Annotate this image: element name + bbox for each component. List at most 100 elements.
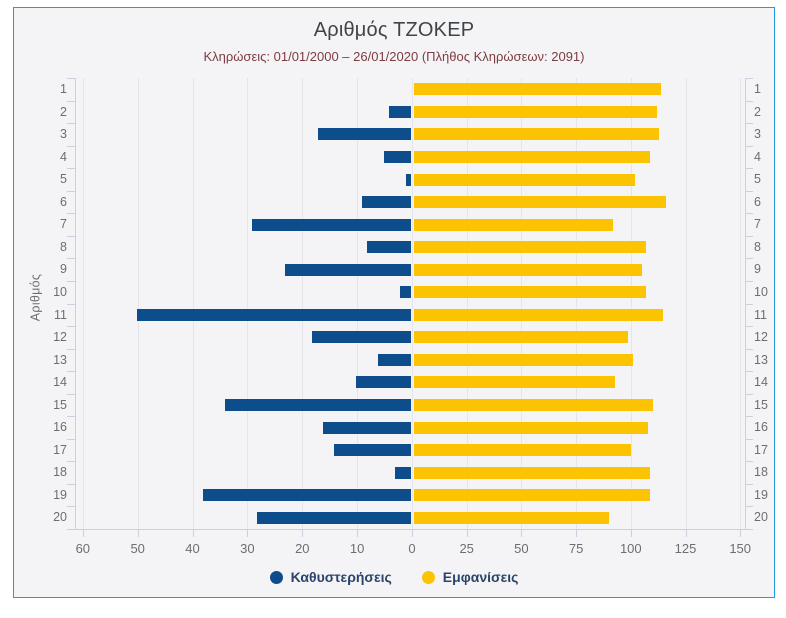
appearance-bar-2[interactable] [414, 105, 657, 118]
y-axis-tick [745, 371, 753, 373]
bottom-axis-line [75, 529, 746, 530]
appearance-bar-9[interactable] [414, 263, 642, 276]
row-label-right: 13 [754, 352, 768, 367]
row-label-right: 3 [754, 127, 761, 142]
gridline [247, 78, 249, 529]
row-label-left: 17 [53, 442, 67, 457]
y-axis-tick [67, 168, 75, 170]
row-label-left: 14 [53, 375, 67, 390]
x-axis-tick [137, 530, 139, 537]
gridline [630, 78, 632, 529]
delay-bar-8[interactable] [367, 241, 411, 254]
gridline [357, 78, 359, 529]
y-axis-tick [67, 213, 75, 215]
appearance-bar-7[interactable] [414, 218, 614, 231]
gridline [521, 78, 523, 529]
appearance-bar-11[interactable] [414, 308, 664, 321]
y-axis-tick [67, 483, 75, 485]
x-tick-label: 25 [459, 541, 474, 556]
delay-bar-11[interactable] [136, 308, 411, 321]
delay-bar-19[interactable] [202, 489, 411, 502]
row-label-right: 17 [754, 442, 768, 457]
gridline [740, 78, 742, 529]
y-axis-tick [67, 326, 75, 328]
delay-bar-15[interactable] [224, 399, 411, 411]
appearance-bar-17[interactable] [414, 444, 631, 457]
legend-item-delays[interactable]: Καθυστερήσεις [269, 569, 392, 585]
y-axis-tick [67, 281, 75, 282]
row-label-left: 10 [53, 285, 67, 299]
y-axis-tick [745, 416, 753, 418]
y-axis-tick [67, 438, 75, 440]
row-label-left: 19 [53, 487, 67, 502]
appearance-bar-3[interactable] [414, 128, 660, 141]
row-label-left: 11 [54, 307, 67, 322]
y-axis-tick [67, 348, 75, 350]
y-axis-tick [67, 371, 75, 373]
appearance-bar-8[interactable] [414, 241, 646, 254]
delay-bar-3[interactable] [317, 128, 411, 141]
y-axis-tick [745, 190, 753, 192]
delay-bar-7[interactable] [251, 218, 411, 231]
x-tick-label: 40 [185, 541, 200, 556]
appearance-bar-16[interactable] [414, 421, 649, 434]
y-axis-tick [67, 461, 75, 463]
y-axis-tick [745, 100, 753, 102]
row-label-left: 18 [53, 465, 67, 480]
y-axis-tick [745, 281, 753, 282]
appearance-bar-5[interactable] [414, 173, 635, 186]
appearance-bar-20[interactable] [414, 511, 609, 524]
delay-bar-9[interactable] [284, 263, 411, 276]
delay-bar-2[interactable] [389, 105, 411, 118]
gridline [302, 78, 304, 529]
chart-subtitle: Κληρώσεις: 01/01/2000 – 26/01/2020 (Πλήθ… [203, 49, 585, 64]
appearance-bar-10[interactable] [414, 286, 646, 299]
appearance-bar-12[interactable] [414, 331, 629, 344]
appearance-bar-14[interactable] [414, 376, 616, 389]
row-label-left: 12 [53, 330, 67, 345]
y-axis-tick [745, 461, 753, 463]
y-axis-tick [745, 145, 753, 147]
delay-bar-6[interactable] [361, 196, 411, 208]
delay-bar-12[interactable] [312, 331, 411, 344]
y-axis-tick [745, 303, 753, 305]
delay-bar-14[interactable] [356, 376, 411, 389]
legend-item-appearances[interactable]: Εμφανίσεις [421, 569, 518, 585]
row-label-right: 7 [754, 217, 761, 232]
delay-bar-5[interactable] [405, 173, 411, 186]
y-axis-tick [745, 393, 753, 395]
x-axis-tick [685, 530, 687, 537]
appearance-bar-4[interactable] [414, 150, 651, 163]
row-label-left: 15 [53, 397, 67, 412]
appearance-bar-1[interactable] [414, 83, 662, 96]
gridline [82, 78, 84, 529]
row-label-right: 1 [754, 82, 761, 96]
delay-bar-10[interactable] [400, 286, 411, 299]
x-tick-label: 10 [349, 541, 365, 556]
delays-legend-marker-icon [269, 570, 283, 584]
appearance-bar-6[interactable] [414, 196, 666, 208]
appearance-bar-18[interactable] [414, 466, 651, 479]
appearance-bar-13[interactable] [414, 353, 633, 366]
delay-bar-13[interactable] [378, 353, 411, 366]
x-axis-tick [357, 530, 359, 537]
delay-bar-17[interactable] [334, 444, 411, 457]
y-axis-tick [67, 78, 75, 79]
appearance-bar-15[interactable] [414, 399, 653, 411]
y-axis-tick [745, 348, 753, 350]
x-axis-tick [466, 530, 468, 537]
delay-bar-4[interactable] [383, 150, 411, 163]
row-label-left: 13 [53, 352, 67, 367]
gridline [685, 78, 687, 529]
y-axis-tick [745, 506, 753, 508]
delay-bar-20[interactable] [257, 511, 411, 524]
row-label-right: 16 [754, 420, 768, 435]
delay-bar-18[interactable] [394, 466, 411, 479]
appearance-bar-19[interactable] [414, 489, 651, 502]
y-axis-tick [67, 123, 75, 125]
y-axis-tick [745, 168, 753, 170]
row-label-left: 4 [60, 149, 67, 164]
y-axis-tick [745, 78, 753, 79]
row-label-left: 7 [60, 217, 67, 232]
delay-bar-16[interactable] [323, 421, 411, 434]
